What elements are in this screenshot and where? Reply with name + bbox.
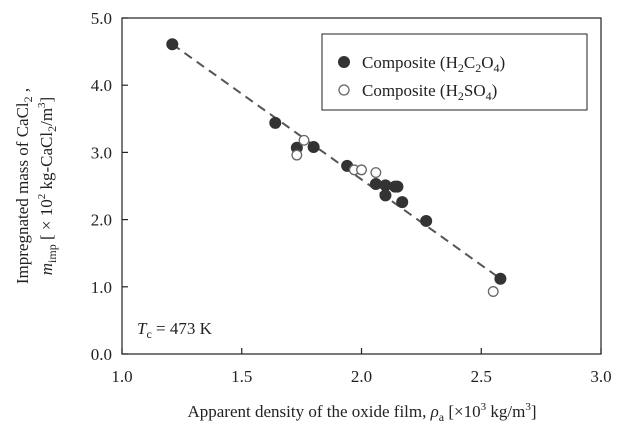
- data-point-h2c2o4: [494, 272, 507, 285]
- data-point-h2c2o4: [307, 141, 320, 154]
- x-axis-ticks: 1.0 1.5 2.0 2.5 3.0: [111, 348, 612, 386]
- data-point-h2c2o4: [391, 180, 404, 193]
- y-axis-ticks: 0.0 1.0 2.0 3.0 4.0 5.0: [91, 9, 128, 364]
- temperature-annotation: Tc = 473 K: [137, 319, 213, 341]
- trend-line: [171, 43, 501, 280]
- data-point-h2c2o4: [379, 189, 392, 202]
- legend: Composite (H2C2O4) Composite (H2SO4): [321, 33, 588, 111]
- y-tick-label: 1.0: [91, 278, 112, 297]
- x-tick-label: 2.0: [351, 367, 372, 386]
- data-points: [166, 38, 507, 297]
- x-axis-title: Apparent density of the oxide film, ρa […: [187, 401, 536, 424]
- y-axis-title-line1: Impregnated mass of CaCl2 ,: [13, 88, 35, 284]
- data-point-h2c2o4: [396, 196, 409, 209]
- y-tick-label: 4.0: [91, 76, 112, 95]
- data-point-h2c2o4: [166, 38, 179, 51]
- y-axis-title-line2: mimp [ × 102 kg-CaCl2/m3]: [36, 97, 59, 275]
- legend-box: [321, 33, 588, 111]
- y-tick-label: 3.0: [91, 143, 112, 162]
- y-tick-label: 0.0: [91, 345, 112, 364]
- legend-label-h2c2o4: Composite (H2C2O4): [362, 53, 505, 75]
- x-tick-label: 1.0: [111, 367, 132, 386]
- data-point-h2so4: [298, 134, 310, 146]
- y-axis-title: Impregnated mass of CaCl2 , mimp [ × 102…: [13, 88, 59, 284]
- x-tick-label: 1.5: [231, 367, 252, 386]
- y-tick-label: 5.0: [91, 9, 112, 28]
- y-tick-label: 2.0: [91, 211, 112, 230]
- data-point-h2so4: [356, 164, 367, 176]
- legend-label-h2so4: Composite (H2SO4): [362, 81, 497, 103]
- x-tick-label: 2.5: [471, 367, 492, 386]
- data-point-h2so4: [487, 286, 499, 297]
- data-point-h2so4: [291, 149, 303, 161]
- data-point-h2c2o4: [420, 214, 433, 227]
- legend-marker-open: [338, 84, 350, 96]
- x-tick-label: 3.0: [590, 367, 611, 386]
- data-point-h2so4: [370, 167, 382, 179]
- legend-marker-filled: [338, 56, 350, 68]
- data-point-h2c2o4: [269, 116, 282, 129]
